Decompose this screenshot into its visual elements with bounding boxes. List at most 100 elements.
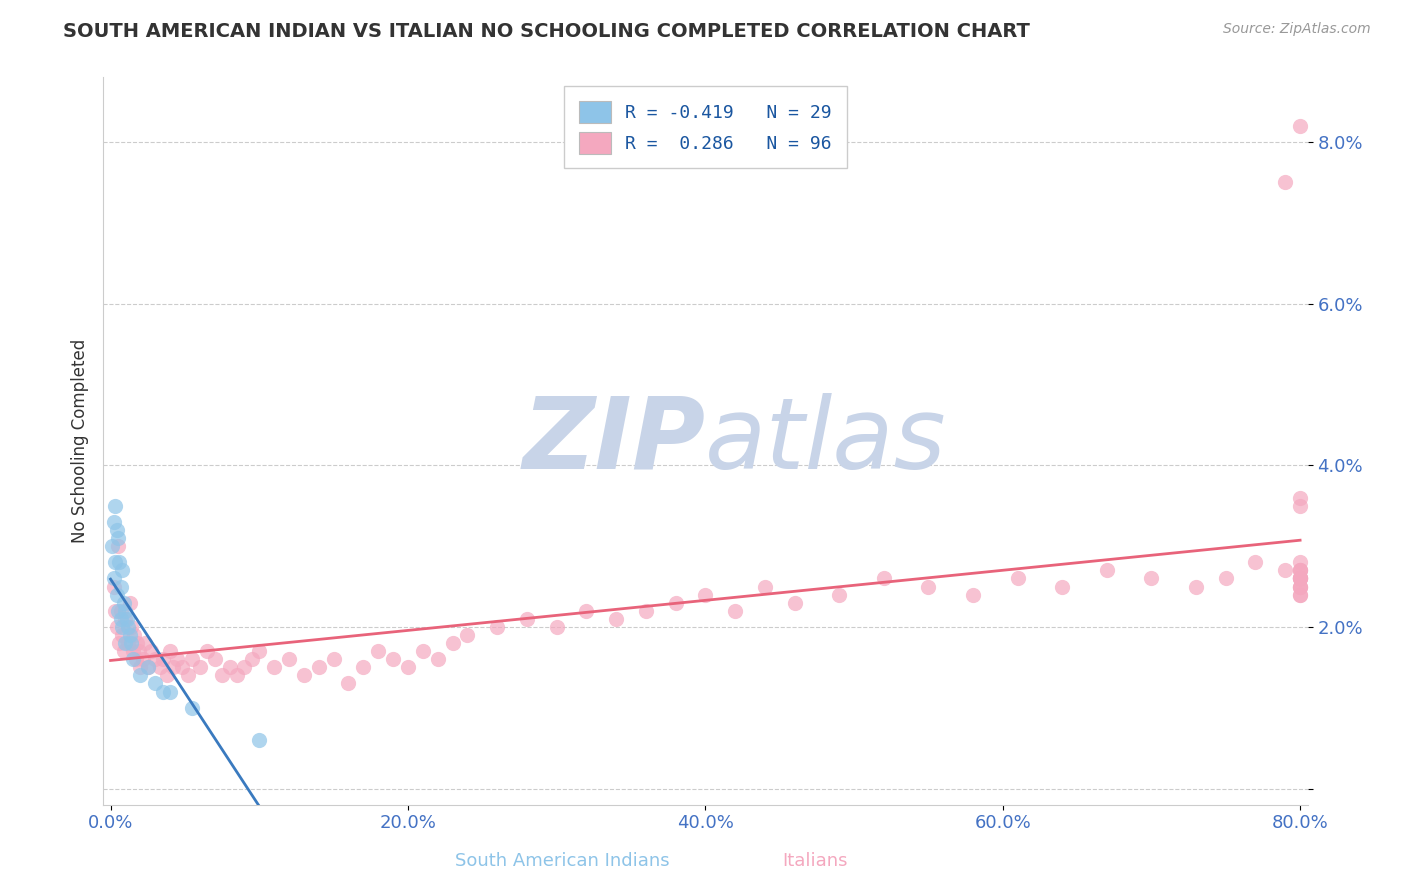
Point <box>382 652 405 666</box>
Point <box>120 636 142 650</box>
Point <box>516 612 538 626</box>
Point <box>149 660 172 674</box>
Point <box>143 676 166 690</box>
Point <box>118 596 141 610</box>
Point <box>1289 563 1312 577</box>
Point <box>110 580 132 594</box>
Point <box>105 523 128 537</box>
Point <box>247 644 270 658</box>
Point <box>226 668 249 682</box>
Text: SOUTH AMERICAN INDIAN VS ITALIAN NO SCHOOLING COMPLETED CORRELATION CHART: SOUTH AMERICAN INDIAN VS ITALIAN NO SCHO… <box>63 22 1031 41</box>
Point <box>152 684 174 698</box>
Point <box>873 571 896 585</box>
Point <box>114 636 136 650</box>
Point <box>1289 571 1312 585</box>
Point <box>181 700 204 714</box>
Point <box>120 620 142 634</box>
Point <box>108 555 131 569</box>
Point <box>110 612 132 626</box>
Point <box>412 644 434 658</box>
Point <box>104 555 127 569</box>
Point <box>1289 491 1312 505</box>
Point <box>110 604 132 618</box>
Y-axis label: No Schooling Completed: No Schooling Completed <box>72 339 89 543</box>
Point <box>605 612 627 626</box>
Point <box>103 580 125 594</box>
Point <box>1274 176 1296 190</box>
Point <box>1050 580 1073 594</box>
Point <box>132 652 155 666</box>
Point <box>546 620 568 634</box>
Point <box>181 652 204 666</box>
Point <box>828 588 851 602</box>
Point <box>1289 119 1312 133</box>
Point <box>117 620 139 634</box>
Point <box>337 676 360 690</box>
Point <box>1289 563 1312 577</box>
Point <box>783 596 806 610</box>
Point <box>105 588 128 602</box>
Point <box>125 652 148 666</box>
Point <box>1289 588 1312 602</box>
Point <box>177 668 200 682</box>
Point <box>122 652 145 666</box>
Text: ZIP: ZIP <box>523 392 706 490</box>
Point <box>1289 580 1312 594</box>
Point <box>695 588 717 602</box>
Point <box>129 660 152 674</box>
Point <box>634 604 657 618</box>
Point <box>107 539 129 553</box>
Point <box>1289 555 1312 569</box>
Legend: R = -0.419   N = 29, R =  0.286   N = 96: R = -0.419 N = 29, R = 0.286 N = 96 <box>564 87 846 169</box>
Point <box>111 563 134 577</box>
Point <box>962 588 984 602</box>
Point <box>162 660 184 674</box>
Point <box>1289 580 1312 594</box>
Point <box>1244 555 1267 569</box>
Point <box>1140 571 1163 585</box>
Point <box>754 580 776 594</box>
Point <box>308 660 330 674</box>
Point <box>1185 580 1208 594</box>
Point <box>114 604 136 618</box>
Point <box>122 644 145 658</box>
Point <box>112 596 135 610</box>
Point <box>129 668 152 682</box>
Point <box>188 660 211 674</box>
Point <box>128 644 150 658</box>
Point <box>263 660 285 674</box>
Point <box>292 668 315 682</box>
Point <box>575 604 598 618</box>
Point <box>111 628 134 642</box>
Point <box>1289 499 1312 513</box>
Point <box>233 660 256 674</box>
Point <box>114 612 136 626</box>
Point <box>166 652 188 666</box>
Point <box>170 660 193 674</box>
Point <box>134 636 156 650</box>
Point <box>1289 571 1312 585</box>
Point <box>486 620 509 634</box>
Point <box>1289 580 1312 594</box>
Point <box>1289 571 1312 585</box>
Point <box>127 636 149 650</box>
Point <box>247 733 270 747</box>
Point <box>1289 571 1312 585</box>
Point <box>107 531 129 545</box>
Point <box>136 660 159 674</box>
Point <box>352 660 374 674</box>
Point <box>1007 571 1029 585</box>
Point <box>211 668 233 682</box>
Point <box>103 515 125 529</box>
Point <box>105 620 128 634</box>
Point <box>322 652 344 666</box>
Point <box>124 628 146 642</box>
Text: atlas: atlas <box>706 392 948 490</box>
Point <box>441 636 464 650</box>
Point <box>396 660 419 674</box>
Point <box>1095 563 1118 577</box>
Point <box>143 652 166 666</box>
Point <box>139 644 162 658</box>
Point <box>118 628 141 642</box>
Text: Italians: Italians <box>783 852 848 870</box>
